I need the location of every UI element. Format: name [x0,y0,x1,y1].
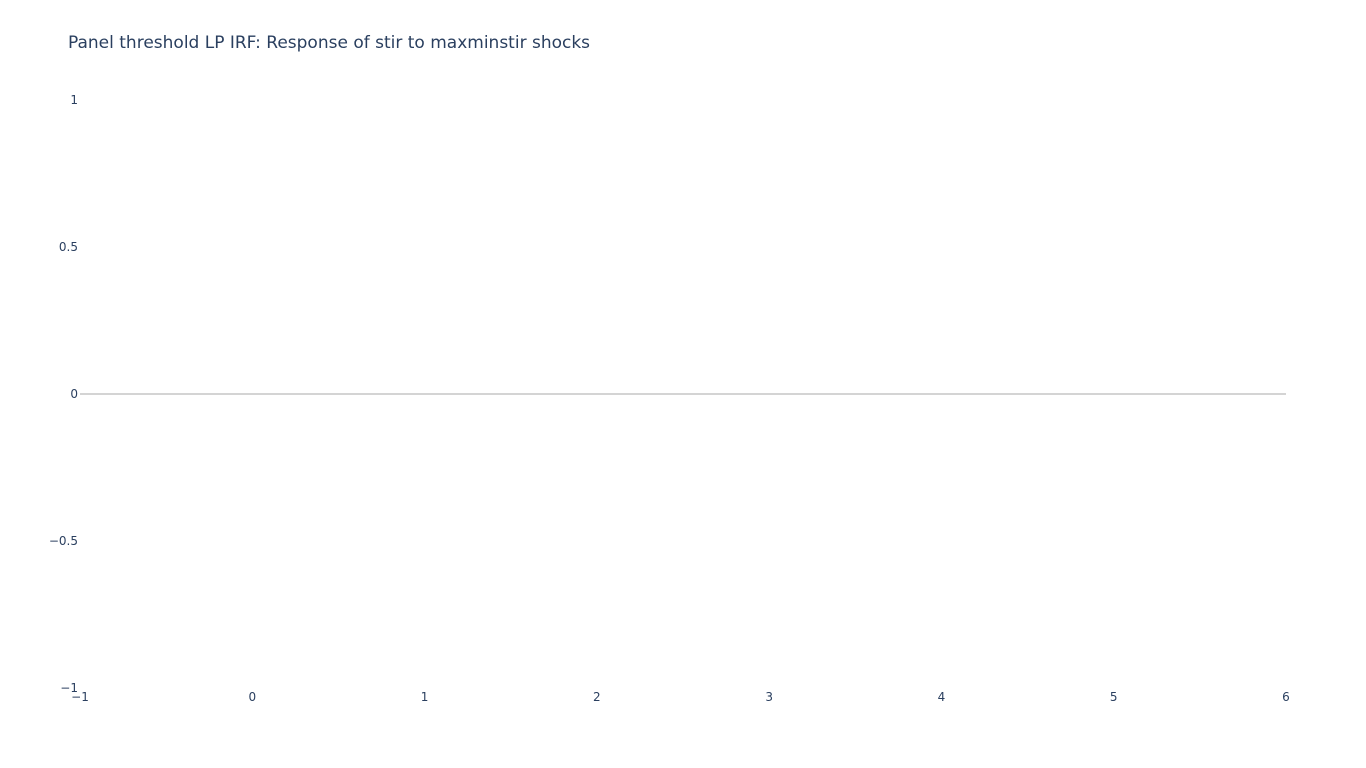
y-tick-label: 1 [70,93,78,107]
x-tick-label: 4 [938,690,946,704]
x-axis: −1 0 1 2 3 4 5 6 [71,690,1290,704]
y-tick-label: 0.5 [59,240,78,254]
x-tick-label: −1 [71,690,89,704]
x-tick-label: 0 [248,690,256,704]
x-tick-label: 5 [1110,690,1118,704]
x-tick-label: 6 [1282,690,1290,704]
x-tick-label: 1 [421,690,429,704]
chart-title: Panel threshold LP IRF: Response of stir… [68,33,591,53]
x-tick-label: 2 [593,690,601,704]
x-tick-label: 3 [765,690,773,704]
y-tick-label: 0 [70,387,78,401]
y-tick-label: −1 [60,681,78,695]
y-tick-label: −0.5 [49,534,78,548]
y-axis: 1 0.5 0 −0.5 −1 [49,93,78,695]
